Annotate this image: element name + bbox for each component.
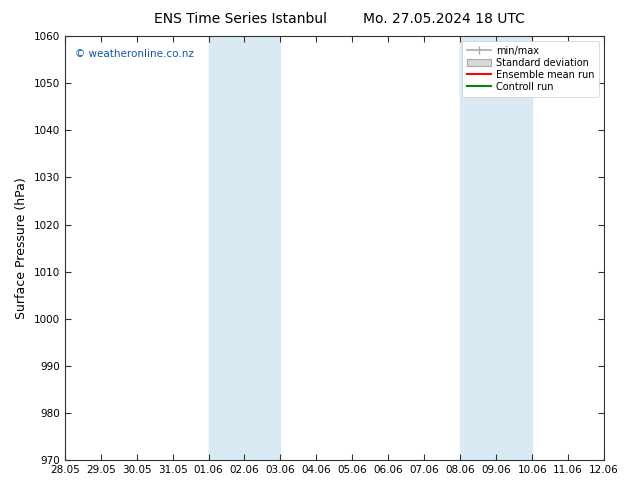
- Text: Mo. 27.05.2024 18 UTC: Mo. 27.05.2024 18 UTC: [363, 12, 525, 26]
- Bar: [460, 36, 532, 460]
- Bar: [209, 36, 280, 460]
- Y-axis label: Surface Pressure (hPa): Surface Pressure (hPa): [15, 177, 28, 319]
- Text: ENS Time Series Istanbul: ENS Time Series Istanbul: [155, 12, 327, 26]
- Legend: min/max, Standard deviation, Ensemble mean run, Controll run: min/max, Standard deviation, Ensemble me…: [462, 41, 599, 97]
- Text: © weatheronline.co.nz: © weatheronline.co.nz: [75, 49, 195, 59]
